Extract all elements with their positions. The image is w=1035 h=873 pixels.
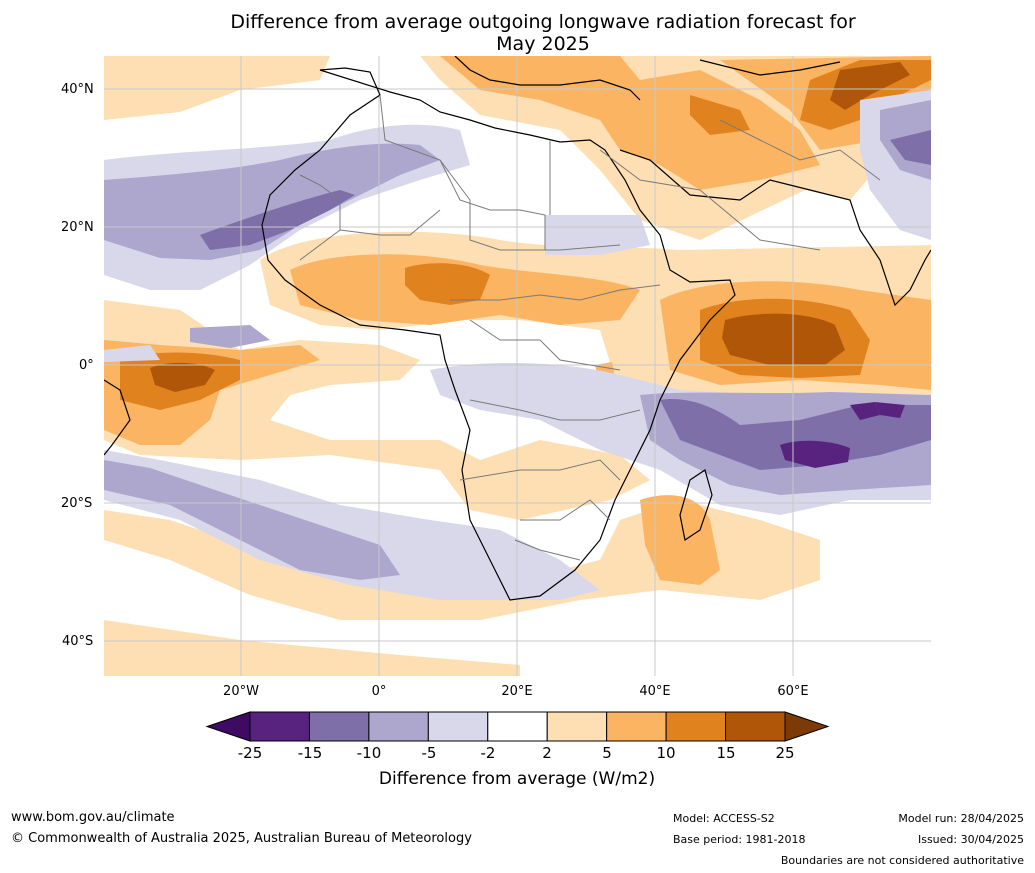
model-text: Model: ACCESS-S2	[673, 812, 775, 825]
colorbar-arrow-high	[784, 711, 830, 742]
colorbar-box	[249, 711, 310, 742]
lon-label-20e: 20°E	[501, 684, 533, 699]
lon-label-0: 0°	[371, 684, 387, 699]
lat-label-20s: 20°S	[61, 496, 93, 511]
colorbar-tick: -10	[356, 744, 382, 762]
disclaimer-text: Boundaries are not considered authoritat…	[780, 854, 1024, 867]
colorbar-box	[487, 711, 548, 742]
copyright-text: © Commonwealth of Australia 2025, Austra…	[11, 831, 472, 846]
colorbar-box	[546, 711, 608, 742]
title-line-2: May 2025	[496, 33, 590, 55]
colorbar-box	[427, 711, 489, 742]
title-line-1: Difference from average outgoing longwav…	[230, 11, 856, 33]
colorbar	[205, 711, 830, 742]
lon-label-40e: 40°E	[639, 684, 671, 699]
colorbar-tick: 25	[775, 744, 795, 762]
lat-label-20n: 20°N	[61, 220, 94, 235]
model-run-text: Model run: 28/04/2025	[898, 812, 1024, 825]
colorbar-tick: 10	[656, 744, 676, 762]
colorbar-tick: 15	[716, 744, 736, 762]
colorbar-tick: -15	[297, 744, 323, 762]
lat-label-40s: 40°S	[62, 634, 94, 649]
colorbar-tick: -5	[421, 744, 437, 762]
lat-label-0: 0°	[79, 358, 94, 373]
anomaly-very-dark-orange-regions	[150, 62, 910, 392]
colorbar-tick: -2	[480, 744, 496, 762]
colorbar-arrow-low	[205, 711, 251, 742]
colorbar-box	[606, 711, 667, 742]
colorbar-box	[368, 711, 429, 742]
lon-label-20w: 20°W	[223, 684, 259, 699]
colorbar-box	[725, 711, 786, 742]
colorbar-label: Difference from average (W/m2)	[378, 769, 656, 789]
colorbar-tick: -25	[237, 744, 263, 762]
anomaly-very-dark-purple-regions	[780, 402, 905, 468]
colorbar-box	[665, 711, 727, 742]
base-period-text: Base period: 1981-2018	[673, 833, 806, 846]
map-title: Difference from average outgoing longwav…	[150, 11, 936, 55]
issued-text: Issued: 30/04/2025	[917, 833, 1024, 846]
coastlines	[104, 56, 931, 601]
colorbar-tick: 5	[602, 744, 612, 762]
colorbar-box	[308, 711, 370, 742]
website-link[interactable]: www.bom.gov.au/climate	[11, 810, 175, 825]
lat-label-40n: 40°N	[61, 82, 94, 97]
country-borders	[299, 94, 881, 561]
graticule	[104, 56, 931, 676]
lon-label-60e: 60°E	[777, 684, 809, 699]
colorbar-tick: 2	[542, 744, 552, 762]
